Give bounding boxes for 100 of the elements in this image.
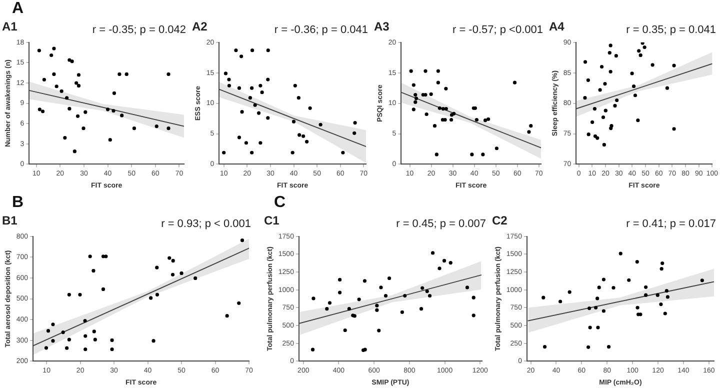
- point: [290, 150, 294, 154]
- point: [357, 298, 361, 302]
- point: [434, 152, 438, 156]
- point: [583, 96, 587, 100]
- text: r = 0.45; p = 0.007: [396, 218, 486, 230]
- point: [50, 53, 54, 58]
- point: [225, 314, 229, 318]
- point: [78, 292, 82, 296]
- point: [237, 301, 241, 305]
- point: [600, 64, 604, 69]
- point: [149, 296, 153, 300]
- point: [613, 104, 617, 108]
- chart-title: A4: [549, 20, 565, 34]
- point: [512, 80, 517, 84]
- point: [436, 69, 440, 73]
- point: [583, 60, 588, 64]
- point: [318, 122, 322, 126]
- point: [438, 106, 442, 110]
- point: [642, 45, 646, 50]
- point: [633, 94, 638, 98]
- point: [428, 294, 432, 298]
- point: [400, 310, 404, 314]
- chart-title: A2: [192, 20, 208, 34]
- point: [171, 258, 175, 263]
- point: [60, 89, 64, 93]
- point: [656, 293, 660, 297]
- point: [444, 106, 448, 111]
- chart-title: C1: [264, 214, 280, 228]
- point: [666, 295, 670, 299]
- point: [542, 344, 547, 349]
- point: [618, 252, 622, 256]
- point: [602, 309, 606, 313]
- point: [338, 290, 342, 294]
- text: r = -0.35; p = 0.042: [92, 24, 186, 36]
- point: [529, 124, 533, 128]
- point: [660, 266, 664, 271]
- point: [362, 279, 367, 283]
- text: A: [12, 0, 24, 17]
- text: r = -0.36; p = 0.041: [274, 24, 368, 36]
- point: [636, 306, 640, 310]
- point: [650, 63, 654, 67]
- point: [527, 130, 531, 134]
- point: [448, 260, 452, 265]
- point: [430, 251, 435, 255]
- point: [253, 103, 257, 107]
- point: [37, 48, 41, 52]
- point: [84, 348, 88, 352]
- point: [250, 86, 254, 90]
- point: [250, 48, 254, 52]
- point: [258, 84, 262, 88]
- point: [155, 292, 160, 296]
- point: [586, 78, 590, 82]
- point: [240, 54, 244, 58]
- point: [632, 84, 636, 88]
- point: [432, 124, 437, 128]
- point: [106, 108, 110, 112]
- point: [596, 136, 600, 140]
- point: [237, 136, 242, 140]
- point: [266, 78, 270, 82]
- point: [424, 69, 428, 73]
- point: [67, 338, 71, 342]
- point: [596, 296, 600, 300]
- point: [104, 254, 108, 258]
- point: [429, 92, 433, 96]
- chart-title: C2: [492, 214, 508, 228]
- point: [615, 98, 619, 102]
- point: [452, 112, 456, 116]
- text: r = 0.35; p = 0.041: [626, 24, 716, 36]
- point: [258, 141, 262, 145]
- point: [338, 278, 342, 282]
- point: [610, 124, 614, 128]
- point: [124, 72, 128, 76]
- point: [450, 118, 454, 122]
- point: [586, 132, 590, 136]
- point: [44, 346, 48, 350]
- point: [352, 131, 356, 135]
- point: [412, 108, 416, 112]
- point: [152, 339, 156, 343]
- point: [636, 118, 640, 122]
- point: [614, 54, 618, 58]
- point: [293, 84, 297, 88]
- point: [586, 345, 590, 349]
- point: [353, 120, 357, 125]
- point: [472, 314, 476, 318]
- point: [608, 70, 612, 74]
- point: [604, 108, 608, 112]
- point: [305, 140, 309, 144]
- point: [240, 238, 244, 242]
- point: [63, 136, 67, 140]
- point: [594, 306, 598, 310]
- point: [222, 150, 226, 154]
- point: [234, 48, 238, 52]
- point: [51, 339, 55, 343]
- point: [659, 302, 663, 306]
- point: [76, 73, 81, 77]
- point: [630, 72, 634, 76]
- point: [481, 152, 485, 156]
- point: [388, 276, 392, 280]
- point: [40, 110, 45, 114]
- point: [292, 120, 296, 124]
